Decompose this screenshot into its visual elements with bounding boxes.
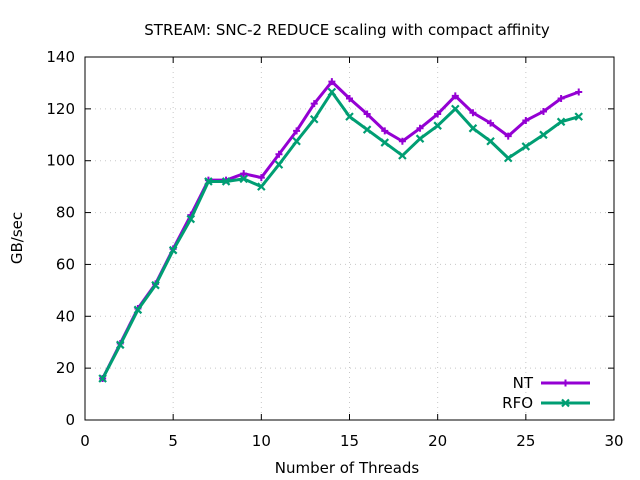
y-tick-label: 140 bbox=[46, 48, 75, 66]
data-point-rfo bbox=[345, 112, 354, 121]
legend-label-rfo: RFO bbox=[502, 394, 533, 412]
y-tick-label: 40 bbox=[56, 307, 75, 325]
data-point-rfo bbox=[204, 177, 213, 186]
data-point-nt bbox=[275, 150, 283, 158]
data-point-rfo bbox=[398, 151, 407, 160]
data-point-nt bbox=[240, 170, 248, 178]
data-point-rfo bbox=[380, 138, 390, 147]
data-point-rfo bbox=[239, 174, 248, 184]
y-tick-label: 0 bbox=[65, 411, 75, 429]
data-point-rfo bbox=[415, 134, 425, 143]
series-line-nt bbox=[101, 80, 580, 380]
x-tick-label: 25 bbox=[516, 432, 535, 450]
series-layer bbox=[98, 78, 584, 383]
data-point-rfo bbox=[468, 124, 478, 133]
data-point-nt bbox=[557, 94, 565, 102]
data-point-rfo bbox=[98, 374, 107, 383]
x-tick-label: 5 bbox=[168, 432, 178, 450]
data-point-nt bbox=[310, 100, 318, 108]
plot-frame bbox=[84, 56, 615, 421]
y-tick-label: 100 bbox=[46, 152, 75, 170]
x-axis-title: Number of Threads bbox=[275, 459, 420, 477]
data-point-rfo bbox=[451, 104, 460, 114]
data-point-nt bbox=[469, 109, 477, 117]
series-rfo bbox=[98, 87, 584, 383]
data-point-rfo bbox=[486, 136, 495, 146]
data-point-nt bbox=[451, 92, 459, 100]
legend-label-nt: NT bbox=[513, 374, 534, 392]
x-tick-label: 15 bbox=[340, 432, 359, 450]
data-point-rfo bbox=[503, 153, 513, 163]
data-point-nt bbox=[434, 110, 442, 118]
chart-title: STREAM: SNC-2 REDUCE scaling with compac… bbox=[144, 21, 550, 39]
data-point-nt bbox=[539, 107, 547, 115]
data-point-nt bbox=[398, 137, 406, 145]
data-point-rfo bbox=[257, 182, 266, 191]
data-point-rfo bbox=[574, 112, 584, 121]
x-tick-label: 10 bbox=[252, 432, 271, 450]
data-point-rfo bbox=[309, 114, 319, 124]
data-point-rfo bbox=[151, 280, 160, 290]
data-point-rfo bbox=[115, 340, 125, 350]
data-point-rfo bbox=[362, 125, 372, 134]
data-point-rfo bbox=[327, 87, 337, 97]
data-point-rfo bbox=[433, 121, 442, 130]
y-tick-label: 80 bbox=[56, 204, 75, 222]
y-axis-title: GB/sec bbox=[8, 212, 26, 264]
data-point-nt bbox=[416, 124, 424, 132]
data-point-rfo bbox=[556, 117, 566, 127]
data-point-nt bbox=[522, 117, 530, 125]
data-point-nt bbox=[293, 127, 301, 135]
data-point-rfo bbox=[133, 305, 143, 315]
data-point-nt bbox=[328, 78, 336, 86]
data-point-rfo bbox=[168, 245, 178, 255]
data-point-rfo bbox=[221, 177, 231, 186]
legend: NT RFO bbox=[502, 374, 590, 412]
data-point-rfo bbox=[274, 160, 284, 169]
x-tick-label: 20 bbox=[428, 432, 447, 450]
data-point-rfo bbox=[292, 136, 301, 146]
data-point-nt bbox=[363, 110, 371, 118]
data-point-nt bbox=[257, 174, 265, 182]
data-point-nt bbox=[487, 119, 495, 127]
x-tick-label: 30 bbox=[604, 432, 623, 450]
y-tick-label: 20 bbox=[56, 359, 75, 377]
x-tick-label: 0 bbox=[80, 432, 90, 450]
data-point-nt bbox=[381, 127, 389, 135]
legend-marker-nt bbox=[562, 379, 569, 387]
series-nt bbox=[99, 78, 583, 383]
y-tick-label: 120 bbox=[46, 100, 75, 118]
data-point-nt bbox=[346, 94, 353, 102]
series-line-rfo bbox=[101, 90, 580, 380]
data-point-nt bbox=[504, 132, 512, 140]
data-point-rfo bbox=[539, 130, 548, 140]
data-point-rfo bbox=[186, 214, 196, 224]
y-tick-label: 60 bbox=[56, 255, 75, 273]
legend-marker-rfo bbox=[561, 398, 570, 408]
grid bbox=[85, 57, 614, 420]
data-point-nt bbox=[575, 88, 583, 96]
axis-ticks: 0 5 10 15 20 25 30 0 20 40 60 80 100 120 140 bbox=[46, 48, 623, 450]
data-point-rfo bbox=[521, 142, 531, 151]
